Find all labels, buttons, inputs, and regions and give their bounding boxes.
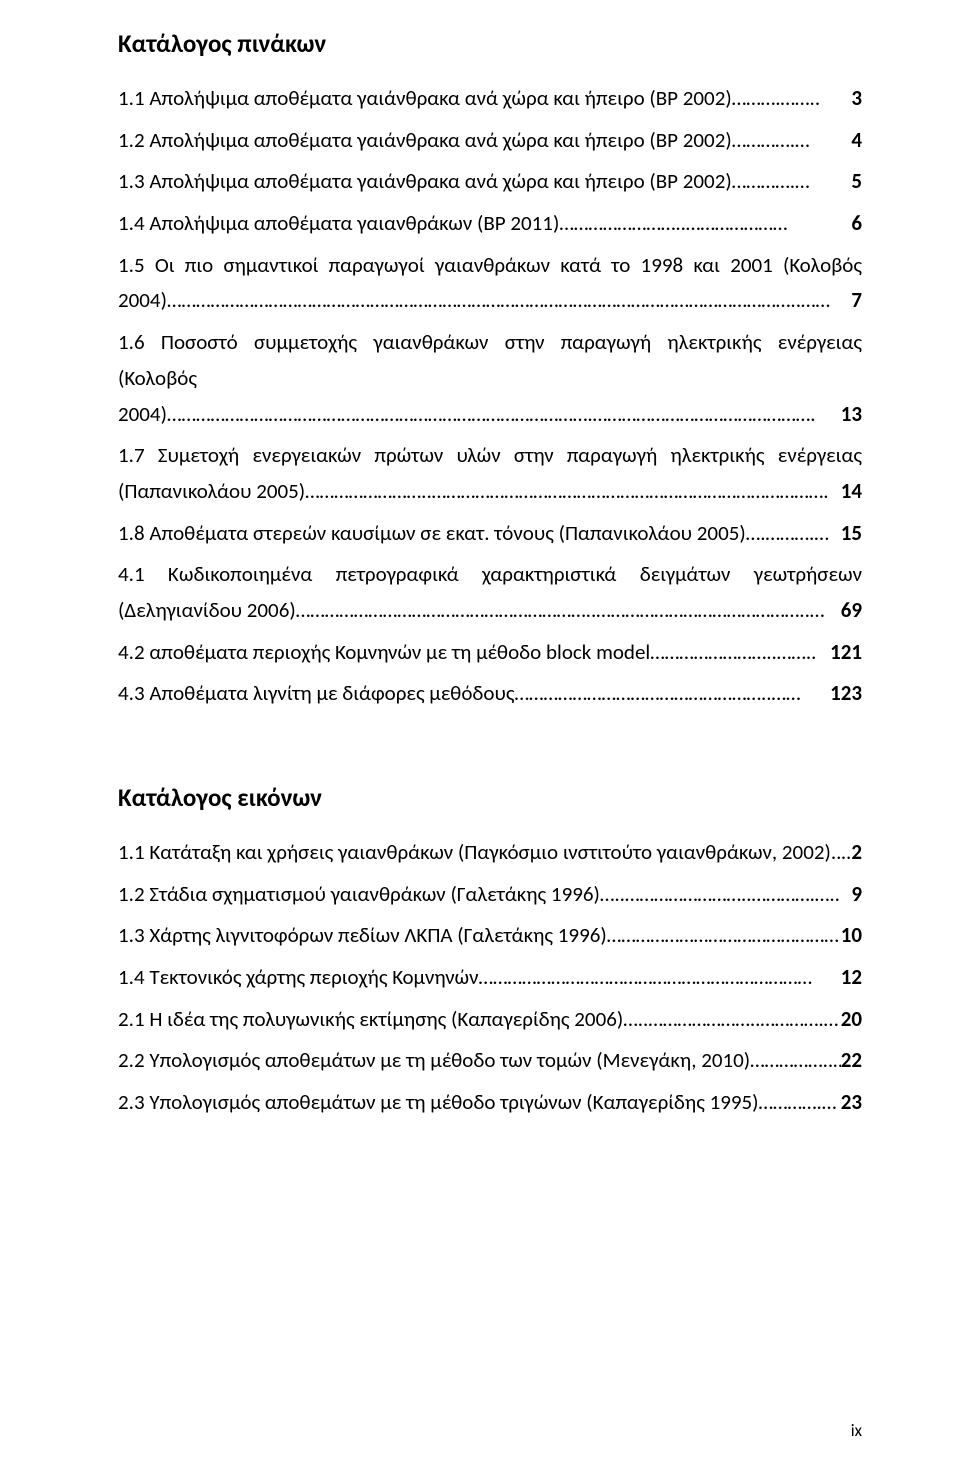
toc-entry-text: 1.2 Απολήψιμα αποθέματα γαιάνθρακα ανά χ… xyxy=(118,123,732,159)
toc-entry-text: 2.2 Υπολογισμός αποθεμάτων με τη μέθοδο … xyxy=(118,1043,750,1079)
toc-entry-pretext: 4.1 Κωδικοποιημένα πετρογραφικά χαρακτηρ… xyxy=(118,557,862,593)
toc-entry-lastrow: (Παπανικολάου 2005)……………………..……………………………… xyxy=(118,474,862,510)
toc-entry-leader: ………….… xyxy=(732,164,852,200)
toc-entry: 1.3 Χάρτης λιγνιτοφόρων πεδίων ΛΚΠΑ (Γαλ… xyxy=(118,918,862,954)
toc-entry: 1.7 Συμετοχή ενεργειακών πρώτων υλών στη… xyxy=(118,438,862,509)
toc-entry-page: 13 xyxy=(841,397,862,433)
toc-entry-page: 69 xyxy=(841,593,862,629)
toc-entry-leader: ………………………………………… xyxy=(607,918,841,954)
toc-entry-leader: ………….… xyxy=(732,123,852,159)
toc-entry-page: 3 xyxy=(851,81,862,117)
toc-entry: 2.2 Υπολογισμός αποθεμάτων με τη μέθοδο … xyxy=(118,1043,862,1079)
toc-entry: 4.3 Αποθέματα λιγνίτη με διάφορες μεθόδο… xyxy=(118,676,862,712)
toc-entry-text: 1.4 Τεκτονικός χάρτης περιοχής Κομνηνών xyxy=(118,960,479,996)
toc-entry-text: (Δεληγιανίδου 2006) xyxy=(118,593,296,629)
toc-entry: 1.2 Στάδια σχηματισμού γαιανθράκων (Γαλε… xyxy=(118,877,862,913)
tables-section-title: Κατάλογος πινάκων xyxy=(118,28,862,59)
toc-entry-page: 14 xyxy=(841,474,862,510)
toc-entry-leader: ………….… xyxy=(759,1085,841,1121)
toc-entry: 2.1 Η ιδέα της πολυγωνικής εκτίμησης (Κα… xyxy=(118,1002,862,1038)
toc-entry-text: 1.8 Αποθέματα στερεών καυσίμων σε εκατ. … xyxy=(118,516,746,552)
toc-entry-text: 2004) xyxy=(118,283,167,319)
toc-entry-text: 1.3 Χάρτης λιγνιτοφόρων πεδίων ΛΚΠΑ (Γαλ… xyxy=(118,918,607,954)
figures-section-title: Κατάλογος εικόνων xyxy=(118,782,862,813)
toc-entry-page: 2 xyxy=(851,835,862,871)
toc-entry-page: 121 xyxy=(830,635,862,671)
toc-entry: 1.5 Οι πιο σημαντικοί παραγωγοί γαιανθρά… xyxy=(118,248,862,319)
toc-entry-leader: ……….…….. xyxy=(732,81,852,117)
toc-entry-text: (Παπανικολάου 2005) xyxy=(118,474,305,510)
figures-toc-list: 1.1 Κατάταξη και χρήσεις γαιανθράκων (Πα… xyxy=(118,835,862,1121)
toc-entry-text: 2004) xyxy=(118,397,167,433)
toc-entry-leader: ……………………..………………………………………………………………………. xyxy=(305,474,841,510)
toc-entry-leader: …………………………………………………………………………….…………………………… xyxy=(167,397,841,433)
toc-entry-pretext: 1.5 Οι πιο σημαντικοί παραγωγοί γαιανθρά… xyxy=(118,248,862,284)
section-gap xyxy=(118,718,862,782)
toc-entry-text: 1.1 Απολήψιμα αποθέματα γαιάνθρακα ανά χ… xyxy=(118,81,732,117)
toc-entry-text: 1.2 Στάδια σχηματισμού γαιανθράκων (Γαλε… xyxy=(118,877,600,913)
toc-entry-leader: …..…………………..………….… xyxy=(623,1002,840,1038)
toc-entry-lastrow: 2004)…………………………………………………………………………….……………… xyxy=(118,397,862,433)
toc-entry-text: 1.3 Απολήψιμα αποθέματα γαιάνθρακα ανά χ… xyxy=(118,164,732,200)
tables-toc-list: 1.1 Απολήψιμα αποθέματα γαιάνθρακα ανά χ… xyxy=(118,81,862,712)
toc-entry-page: 5 xyxy=(851,164,862,200)
toc-entry-page: 20 xyxy=(841,1002,862,1038)
toc-entry: 2.3 Υπολογισμός αποθεμάτων με τη μέθοδο … xyxy=(118,1085,862,1121)
toc-entry: 4.2 αποθέματα περιοχής Κομνηνών με τη μέ… xyxy=(118,635,862,671)
toc-entry: 4.1 Κωδικοποιημένα πετρογραφικά χαρακτηρ… xyxy=(118,557,862,628)
toc-entry-page: 22 xyxy=(841,1043,862,1079)
toc-entry-lastrow: 2004)……………………………………………………………………………………………… xyxy=(118,283,862,319)
toc-entry-text: 4.2 αποθέματα περιοχής Κομνηνών με τη μέ… xyxy=(118,635,650,671)
toc-entry-leader: ……………………………………………………..……………………………………..… xyxy=(296,593,841,629)
toc-entry: 1.3 Απολήψιμα αποθέματα γαιάνθρακα ανά χ… xyxy=(118,164,862,200)
toc-entry-leader: ..… xyxy=(831,835,851,871)
toc-entry-page: 4 xyxy=(851,123,862,159)
toc-entry-leader: ….……….… xyxy=(746,516,841,552)
toc-entry-page: 15 xyxy=(841,516,862,552)
toc-entry-leader: …………………………………………………………………………………………………………… xyxy=(167,283,851,319)
toc-entry-text: 1.4 Απολήψιμα αποθέματα γαιανθράκων (BP … xyxy=(118,206,559,242)
toc-entry-leader: ……………………………………………..…… xyxy=(514,676,830,712)
toc-entry: 1.4 Απολήψιμα αποθέματα γαιανθράκων (BP … xyxy=(118,206,862,242)
toc-entry-pretext: 1.7 Συμετοχή ενεργειακών πρώτων υλών στη… xyxy=(118,438,862,474)
toc-entry-page: 10 xyxy=(841,918,862,954)
toc-entry-pretext: 1.6 Ποσοστό συμμετοχής γαιανθράκων στην … xyxy=(118,325,862,396)
toc-entry-page: 7 xyxy=(851,283,862,319)
toc-entry: 1.4 Τεκτονικός χάρτης περιοχής Κομνηνών…… xyxy=(118,960,862,996)
toc-entry-page: 6 xyxy=(851,206,862,242)
toc-entry-text: 2.1 Η ιδέα της πολυγωνικής εκτίμησης (Κα… xyxy=(118,1002,623,1038)
toc-entry-text: 4.3 Αποθέματα λιγνίτη με διάφορες μεθόδο… xyxy=(118,676,514,712)
toc-entry-text: 2.3 Υπολογισμός αποθεμάτων με τη μέθοδο … xyxy=(118,1085,759,1121)
toc-entry-text: 1.1 Κατάταξη και χρήσεις γαιανθράκων (Πα… xyxy=(118,835,831,871)
toc-entry: 1.2 Απολήψιμα αποθέματα γαιάνθρακα ανά χ… xyxy=(118,123,862,159)
toc-entry-leader: ……………………..…….. xyxy=(650,635,830,671)
toc-entry: 1.6 Ποσοστό συμμετοχής γαιανθράκων στην … xyxy=(118,325,862,432)
toc-entry-page: 12 xyxy=(841,960,862,996)
toc-entry: 1.1 Απολήψιμα αποθέματα γαιάνθρακα ανά χ… xyxy=(118,81,862,117)
toc-entry: 1.1 Κατάταξη και χρήσεις γαιανθράκων (Πα… xyxy=(118,835,862,871)
page-number: ix xyxy=(851,1420,862,1441)
toc-entry-leader: ……………..… xyxy=(750,1043,841,1079)
toc-entry-page: 23 xyxy=(841,1085,862,1121)
toc-entry-page: 9 xyxy=(851,877,862,913)
toc-entry: 1.8 Αποθέματα στερεών καυσίμων σε εκατ. … xyxy=(118,516,862,552)
toc-entry-page: 123 xyxy=(830,676,862,712)
toc-entry-leader: …..……………………..………….….. xyxy=(600,877,851,913)
toc-entry-lastrow: (Δεληγιανίδου 2006)…………………………………………………….… xyxy=(118,593,862,629)
toc-entry-leader: ……………………..………………… xyxy=(559,206,851,242)
toc-entry-leader: …………………………………………………………… xyxy=(479,960,841,996)
